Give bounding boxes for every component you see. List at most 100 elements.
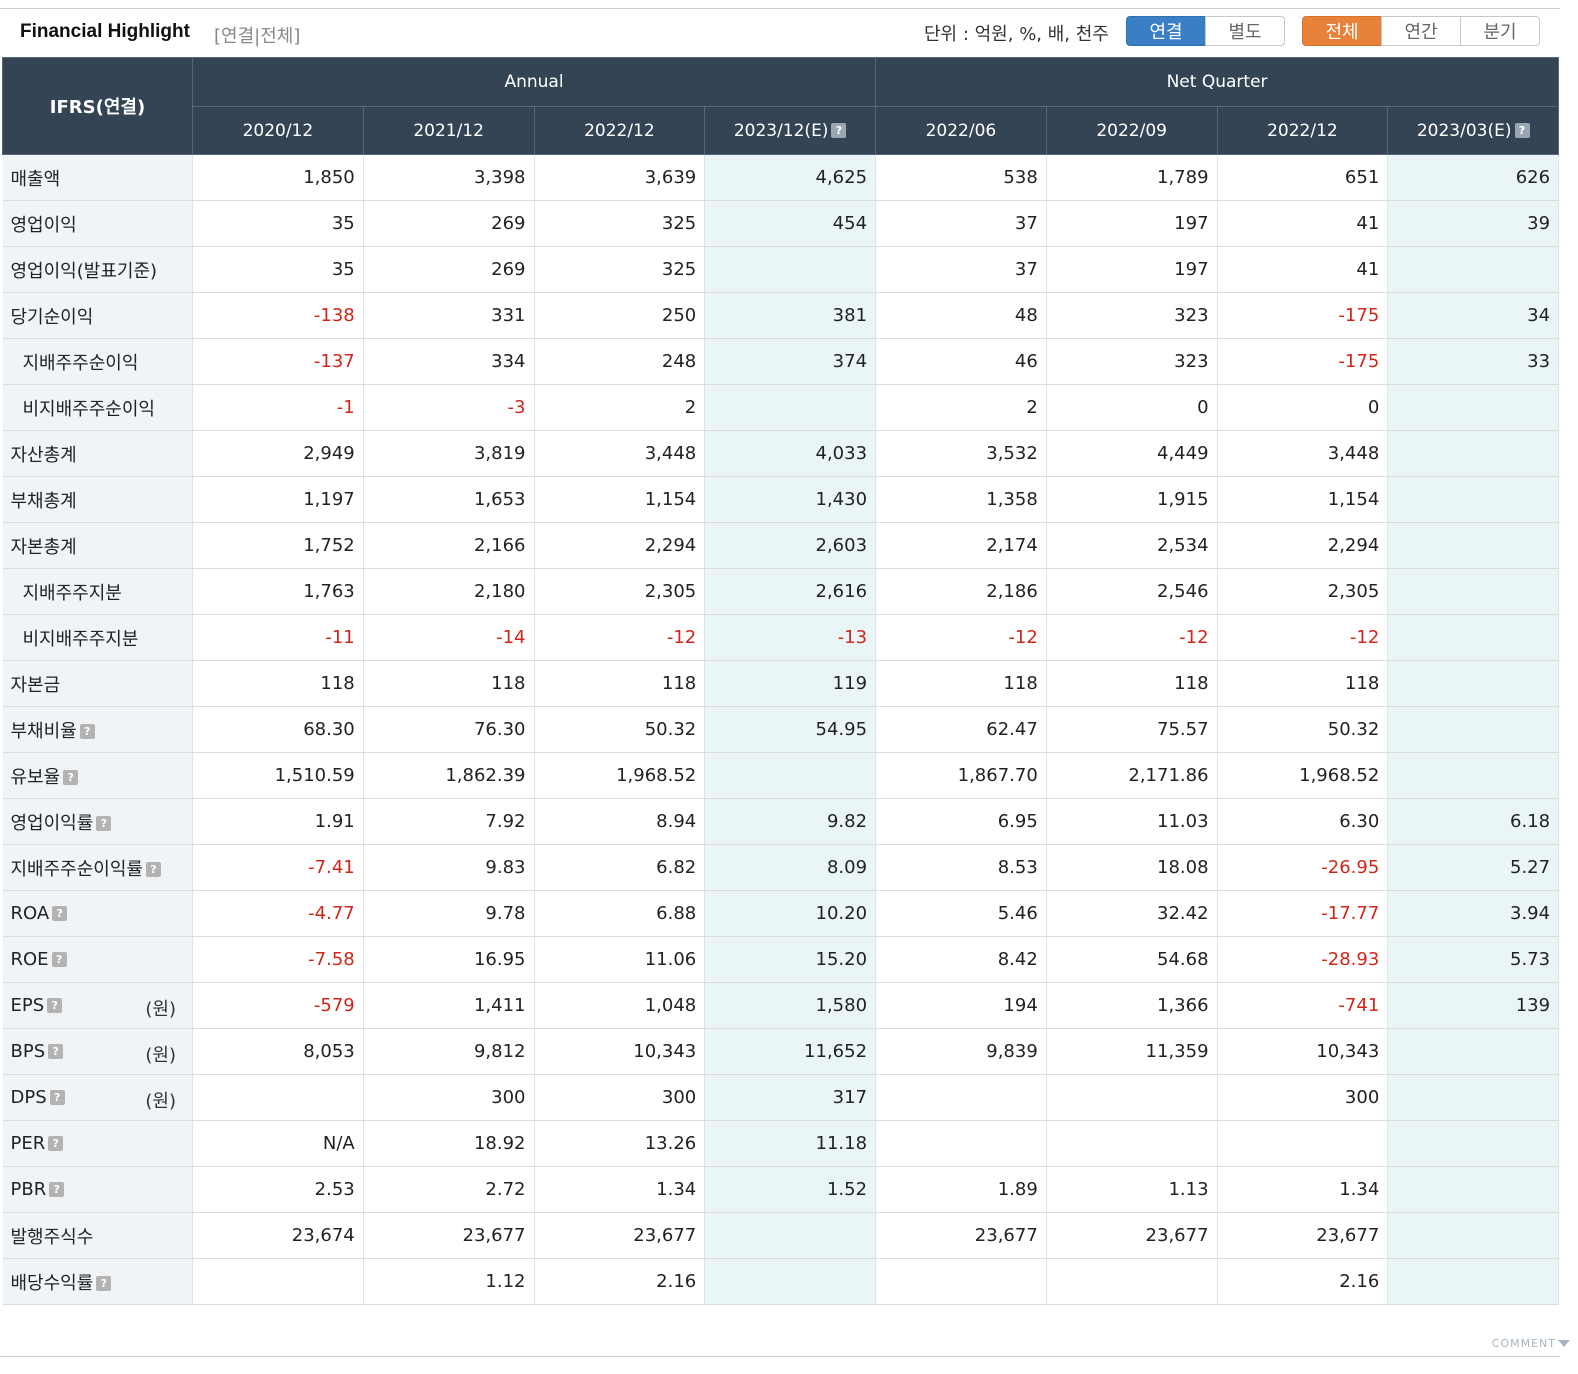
row-label: 매출액 (10, 168, 61, 190)
table-row: EPS? (원) -579 1,411 1,048 1,580 194 1,366 -741 13… (2, 982, 1560, 1029)
table-cell (1387, 568, 1560, 615)
row-label: 비지배주주지분 (22, 628, 139, 650)
table-cell: 8.42 (875, 936, 1047, 983)
table-cell: 1,580 (704, 982, 877, 1029)
section-header: Financial Highlight [연결|전체] 단위 : 억원, %, … (0, 9, 1560, 55)
table-cell: 7.92 (363, 798, 535, 845)
table-cell: N/A (192, 1120, 364, 1167)
table-cell: 1,154 (1217, 476, 1389, 523)
table-cell: 10,343 (534, 1028, 706, 1075)
table-cell (704, 1212, 877, 1259)
table-row: BPS? (원) 8,053 9,812 10,343 11,652 9,839 11,359… (2, 1028, 1560, 1075)
table-cell: 651 (1217, 154, 1389, 201)
comment-toggle-label[interactable]: COMMENT (1491, 1337, 1556, 1350)
table-cell: -4.77 (192, 890, 364, 937)
table-cell: 23,677 (1217, 1212, 1389, 1259)
column-header-label: 2020/12 (242, 120, 314, 141)
quarter-button[interactable]: 분기 (1460, 16, 1540, 46)
column-header-label: 2023/12(E) (733, 120, 829, 141)
table-cell: 6.88 (534, 890, 706, 937)
row-label: 영업이익률 (10, 812, 94, 834)
help-icon[interactable]: ? (48, 1136, 64, 1151)
bottom-divider (0, 1356, 1560, 1357)
column-header: 2023/03(E)? (1387, 106, 1560, 155)
table-cell: 2,186 (875, 568, 1047, 615)
table-cell: 1,358 (875, 476, 1047, 523)
table-cell: -1 (192, 384, 364, 431)
chevron-down-icon[interactable] (1558, 1340, 1570, 1347)
separate-button[interactable]: 별도 (1205, 16, 1285, 46)
table-cell: 2.16 (1217, 1258, 1389, 1305)
row-label: 영업이익(발표기준) (10, 260, 158, 282)
help-icon[interactable]: ? (96, 1275, 112, 1291)
consolidated-button[interactable]: 연결 (1126, 16, 1206, 46)
row-label-cell: 매출액 (2, 154, 193, 201)
row-label: 부채비율 (10, 720, 77, 742)
table-cell: 139 (1387, 982, 1560, 1029)
table-cell: 0 (1046, 384, 1218, 431)
help-icon[interactable]: ? (49, 1182, 65, 1197)
table-cell: 50.32 (1217, 706, 1389, 753)
help-icon[interactable]: ? (51, 952, 67, 967)
help-icon[interactable]: ? (63, 769, 79, 785)
table-cell: 68.30 (192, 706, 364, 753)
table-cell: 2 (875, 384, 1047, 431)
row-label-cell: 영업이익(발표기준) (2, 246, 193, 293)
help-icon[interactable]: ? (48, 1044, 64, 1059)
table-cell: 37 (875, 246, 1047, 293)
table-cell: 39 (1387, 200, 1560, 247)
annual-button[interactable]: 연간 (1381, 16, 1461, 46)
row-label: 당기순이익 (10, 306, 94, 328)
row-label: BPS (10, 1041, 46, 1062)
table-cell: 1.52 (704, 1166, 877, 1213)
table-cell: 18.08 (1046, 844, 1218, 891)
table-cell (192, 1258, 364, 1305)
table-cell: 2,616 (704, 568, 877, 615)
row-label-cell: 유보율? (2, 752, 193, 799)
table-cell: 1,430 (704, 476, 877, 523)
help-icon[interactable]: ? (831, 122, 847, 138)
table-row: 배당수익률? 1.12 2.16 2.16 (2, 1258, 1560, 1305)
row-label-cell: 자본금 (2, 660, 193, 707)
row-label-cell: DPS? (원) (2, 1074, 193, 1121)
help-icon[interactable]: ? (145, 861, 161, 877)
table-cell: 2 (534, 384, 706, 431)
help-icon[interactable]: ? (49, 1090, 65, 1105)
table-cell: 325 (534, 246, 706, 293)
table-cell: -28.93 (1217, 936, 1389, 983)
table-cell: 6.18 (1387, 798, 1560, 845)
top-divider (0, 8, 1560, 9)
table-cell: 1,789 (1046, 154, 1218, 201)
table-cell: 5.27 (1387, 844, 1560, 891)
table-cell: 118 (1046, 660, 1218, 707)
help-icon[interactable]: ? (79, 723, 95, 739)
row-label: 자본총계 (10, 536, 77, 558)
help-icon[interactable]: ? (47, 998, 63, 1013)
table-cell: 4,033 (704, 430, 877, 477)
table-row: 지배주주순이익 -137 334 248 374 46 323 -175 33 (2, 338, 1560, 385)
table-cell: 15.20 (704, 936, 877, 983)
all-period-button[interactable]: 전체 (1302, 16, 1382, 46)
row-label-cell: 지배주주지분 (2, 568, 193, 615)
table-cell: 1.89 (875, 1166, 1047, 1213)
row-unit: (원) (145, 999, 176, 1020)
help-icon[interactable]: ? (52, 906, 68, 921)
table-cell: 118 (1217, 660, 1389, 707)
table-cell (1387, 522, 1560, 569)
table-cell: 11.03 (1046, 798, 1218, 845)
table-cell: -26.95 (1217, 844, 1389, 891)
row-label-cell: 부채총계 (2, 476, 193, 523)
column-header-label: 2021/12 (413, 120, 484, 141)
help-icon[interactable]: ? (96, 815, 112, 831)
column-header-label: 2023/03(E) (1416, 120, 1512, 141)
table-cell (875, 1120, 1047, 1167)
table-cell: 8.09 (704, 844, 877, 891)
row-label-cell: 당기순이익 (2, 292, 193, 339)
table-cell (1387, 1120, 1560, 1167)
table-cell: 626 (1387, 154, 1560, 201)
help-icon[interactable]: ? (1514, 122, 1530, 138)
table-row: DPS? (원) 300 300 317 300 (2, 1074, 1560, 1121)
table-cell: 269 (363, 200, 535, 247)
table-cell (1387, 1074, 1560, 1121)
row-label-cell: 발행주식수 (2, 1212, 193, 1259)
